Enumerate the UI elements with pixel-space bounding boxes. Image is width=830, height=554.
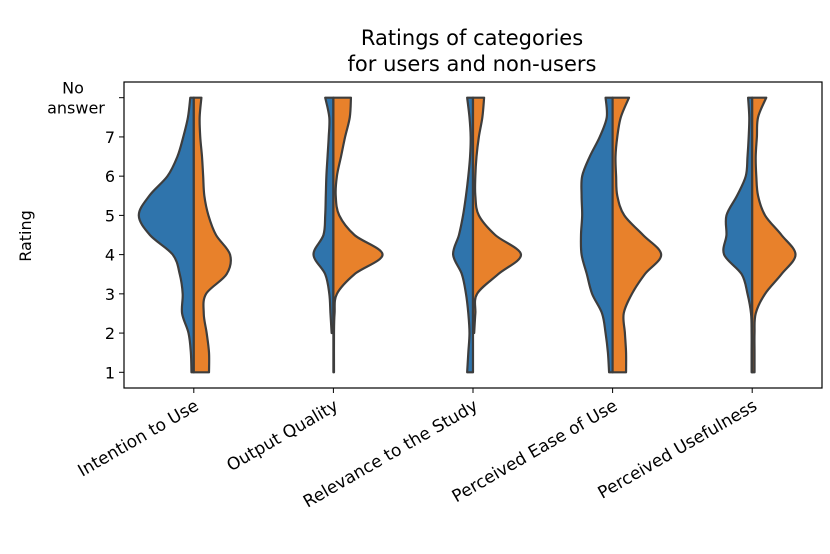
violin-non-users-intention-to-use bbox=[192, 96, 232, 374]
y-tick-label: 4 bbox=[105, 246, 115, 265]
violin-users-intention-to-use bbox=[137, 96, 195, 374]
y-axis-label: Rating bbox=[16, 210, 35, 262]
violin-non-users-output-quality bbox=[332, 96, 384, 374]
chart-title-line-1: Ratings of categories bbox=[361, 26, 583, 50]
x-tick-label: Intention to Use bbox=[75, 396, 203, 481]
y-tick-label: 5 bbox=[105, 206, 115, 225]
y-tick-label-no-answer: No bbox=[62, 79, 84, 98]
violin-non-users-perceived-usefulness bbox=[751, 96, 797, 374]
chart-title-line-2: for users and non-users bbox=[348, 52, 597, 76]
violin-users-output-quality bbox=[312, 96, 335, 335]
violin-non-users-relevance-to-the-study bbox=[471, 96, 523, 335]
violin-users-perceived-ease-of-use bbox=[579, 96, 614, 374]
y-tick-label: 7 bbox=[105, 128, 115, 147]
violin-non-users-perceived-ease-of-use bbox=[611, 96, 663, 374]
y-tick-label: 2 bbox=[105, 324, 115, 343]
violin-users-perceived-usefulness bbox=[722, 96, 754, 374]
y-tick-label: 1 bbox=[105, 363, 115, 382]
y-tick-label: 6 bbox=[105, 167, 115, 186]
x-tick-label: Output Quality bbox=[223, 396, 341, 476]
violins-group bbox=[137, 96, 797, 374]
y-tick-label: 3 bbox=[105, 285, 115, 304]
y-tick-label-no-answer: answer bbox=[47, 99, 105, 118]
violin-users-relevance-to-the-study bbox=[452, 96, 475, 374]
x-axis: Intention to Use Output QualityRelevance … bbox=[75, 388, 761, 512]
plot-frame bbox=[123, 81, 823, 389]
